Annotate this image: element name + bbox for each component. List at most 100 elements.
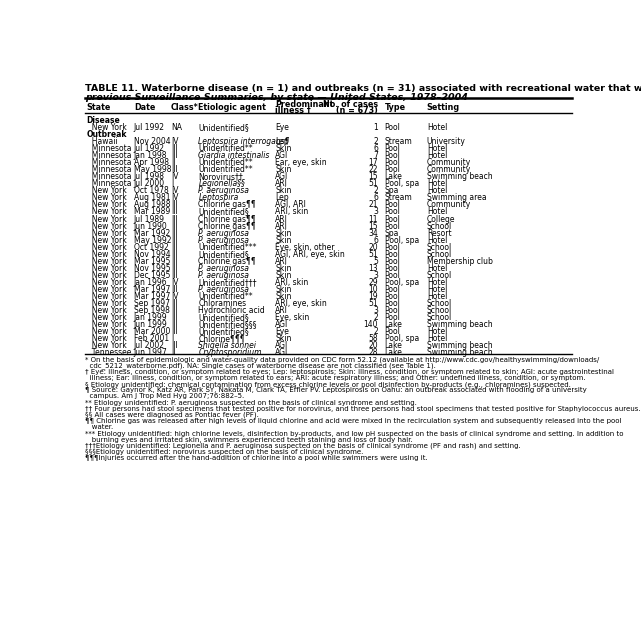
Text: 22: 22: [369, 165, 378, 175]
Text: IV: IV: [171, 278, 179, 287]
Text: Pool: Pool: [385, 243, 401, 251]
Text: 10: 10: [369, 285, 378, 294]
Text: Pool: Pool: [385, 285, 401, 294]
Text: Pool, spa: Pool, spa: [385, 334, 419, 343]
Text: Skin: Skin: [276, 144, 292, 153]
Text: Legionella§§: Legionella§§: [198, 180, 246, 188]
Text: Minnesota: Minnesota: [87, 144, 131, 153]
Text: Swimming area: Swimming area: [427, 193, 487, 202]
Text: III: III: [171, 214, 178, 224]
Text: Tennessee: Tennessee: [87, 348, 131, 357]
Text: Pool: Pool: [385, 327, 401, 336]
Text: ¶¶ Chlorine gas was released after high levels of liquid chlorine and acid were : ¶¶ Chlorine gas was released after high …: [85, 418, 622, 424]
Text: New York: New York: [87, 334, 126, 343]
Text: P. aeruginosa: P. aeruginosa: [198, 236, 249, 244]
Text: Unidentified§: Unidentified§: [198, 327, 249, 336]
Text: ARI, eye, skin: ARI, eye, skin: [276, 299, 327, 308]
Text: III: III: [171, 144, 178, 153]
Text: New York: New York: [87, 264, 126, 273]
Text: 51: 51: [369, 180, 378, 188]
Text: P. aeruginosa: P. aeruginosa: [198, 229, 249, 238]
Text: 17: 17: [369, 158, 378, 167]
Text: New York: New York: [87, 299, 126, 308]
Text: Nov 1994: Nov 1994: [134, 249, 171, 259]
Text: Apr 1998: Apr 1998: [134, 158, 169, 167]
Text: AGI: AGI: [276, 341, 288, 350]
Text: Shigella sonnei: Shigella sonnei: [198, 341, 256, 350]
Text: II: II: [171, 158, 176, 167]
Text: Hotel: Hotel: [427, 180, 447, 188]
Text: 6: 6: [373, 193, 378, 202]
Text: Jun 1990: Jun 1990: [134, 222, 167, 231]
Text: Pool: Pool: [385, 292, 401, 301]
Text: Unidentified§: Unidentified§: [198, 313, 249, 322]
Text: Eye: Eye: [276, 123, 289, 132]
Text: ARI, skin: ARI, skin: [276, 207, 308, 217]
Text: Mar 2000: Mar 2000: [134, 327, 170, 336]
Text: III: III: [171, 236, 178, 244]
Text: Norovirus††: Norovirus††: [198, 172, 243, 181]
Text: 6: 6: [373, 144, 378, 153]
Text: New York: New York: [87, 186, 126, 195]
Text: AGI, ARI: AGI, ARI: [276, 200, 306, 209]
Text: Pool: Pool: [385, 222, 401, 231]
Text: campus. Am J Trop Med Hyg 2007;76:882–5.: campus. Am J Trop Med Hyg 2007;76:882–5.: [85, 393, 244, 399]
Text: Class*: Class*: [171, 103, 199, 112]
Text: Lep: Lep: [276, 137, 289, 146]
Text: University: University: [427, 137, 466, 146]
Text: May 1998: May 1998: [134, 165, 171, 175]
Text: Membership club: Membership club: [427, 256, 493, 266]
Text: New York: New York: [87, 292, 126, 301]
Text: Pool, spa: Pool, spa: [385, 278, 419, 287]
Text: 13: 13: [369, 264, 378, 273]
Text: Jul 1989: Jul 1989: [134, 214, 165, 224]
Text: Sep 1998: Sep 1998: [134, 306, 170, 315]
Text: Unidentified§: Unidentified§: [198, 249, 249, 259]
Text: AGI, ARI, eye, skin: AGI, ARI, eye, skin: [276, 249, 345, 259]
Text: III: III: [171, 222, 178, 231]
Text: †† Four persons had stool specimens that tested positive for norovirus, and thre: †† Four persons had stool specimens that…: [85, 406, 641, 412]
Text: water.: water.: [85, 425, 113, 430]
Text: Hotel: Hotel: [427, 207, 447, 217]
Text: Jul 1998: Jul 1998: [134, 172, 165, 181]
Text: Pool: Pool: [385, 144, 401, 153]
Text: ¶¶¶Injuries occurred after the hand-addition of chlorine into a pool while swimm: ¶¶¶Injuries occurred after the hand-addi…: [85, 455, 428, 461]
Text: Etiologic agent: Etiologic agent: [198, 103, 266, 112]
Text: 51: 51: [369, 249, 378, 259]
Text: P. aeruginosa: P. aeruginosa: [198, 264, 249, 273]
Text: Eye, skin, other: Eye, skin, other: [276, 243, 335, 251]
Text: Pool: Pool: [385, 249, 401, 259]
Text: Pool: Pool: [385, 123, 401, 132]
Text: Ear, eye, skin: Ear, eye, skin: [276, 158, 327, 167]
Text: Community: Community: [427, 158, 471, 167]
Text: New York: New York: [87, 327, 126, 336]
Text: III: III: [171, 313, 178, 322]
Text: New York: New York: [87, 285, 126, 294]
Text: Hotel: Hotel: [427, 292, 447, 301]
Text: Skin: Skin: [276, 236, 292, 244]
Text: College: College: [427, 214, 455, 224]
Text: 19: 19: [369, 292, 378, 301]
Text: Nov 1995: Nov 1995: [134, 264, 171, 273]
Text: Spa: Spa: [385, 186, 399, 195]
Text: 140: 140: [363, 320, 378, 329]
Text: *** Etiology unidentified: high chlorine levels, disinfection by-products, and l: *** Etiology unidentified: high chlorine…: [85, 430, 624, 437]
Text: III: III: [171, 151, 178, 160]
Text: New York: New York: [87, 313, 126, 322]
Text: Giardia intestinalis: Giardia intestinalis: [198, 151, 270, 160]
Text: 15: 15: [369, 172, 378, 181]
Text: Hydrochloric acid: Hydrochloric acid: [198, 306, 265, 315]
Text: Pool: Pool: [385, 299, 401, 308]
Text: ARI: ARI: [276, 256, 288, 266]
Text: New York: New York: [87, 306, 126, 315]
Text: I: I: [171, 180, 173, 188]
Text: TABLE 11. Waterborne disease (n = 1) and outbreaks (n = 31) associated with recr: TABLE 11. Waterborne disease (n = 1) and…: [85, 84, 641, 93]
Text: Stream: Stream: [385, 137, 412, 146]
Text: Sep 1997: Sep 1997: [134, 299, 170, 308]
Text: New York: New York: [87, 207, 126, 217]
Text: School: School: [427, 249, 452, 259]
Text: Feb 2001: Feb 2001: [134, 334, 169, 343]
Text: Swimming beach: Swimming beach: [427, 348, 492, 357]
Text: Chlorine¶¶¶: Chlorine¶¶¶: [198, 334, 245, 343]
Text: New York: New York: [87, 214, 126, 224]
